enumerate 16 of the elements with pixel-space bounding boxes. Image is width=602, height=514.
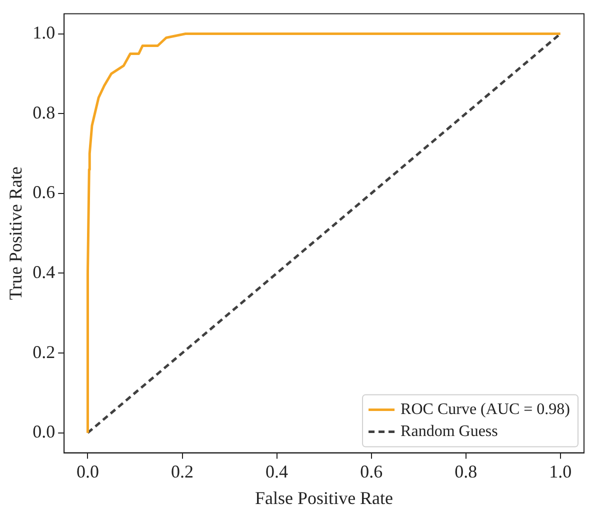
- x-axis-title: False Positive Rate: [255, 488, 394, 508]
- x-tick-label: 0.0: [76, 461, 99, 482]
- y-tick-label: 0.0: [32, 422, 56, 442]
- legend-label: ROC Curve (AUC = 0.98): [400, 401, 570, 418]
- y-tick-label: 0.6: [32, 182, 56, 202]
- x-tick-label: 0.6: [360, 461, 383, 482]
- x-tick-label: 0.2: [171, 461, 194, 482]
- y-tick-label: 0.8: [32, 102, 56, 122]
- y-tick-label: 0.4: [32, 262, 56, 282]
- y-tick-label: 0.2: [32, 342, 56, 362]
- legend-label: Random Guess: [400, 423, 498, 440]
- x-tick-label: 1.0: [549, 461, 572, 482]
- y-tick-label: 1.0: [32, 22, 56, 42]
- x-tick-label: 0.4: [266, 461, 288, 482]
- x-tick-label: 0.8: [454, 461, 478, 482]
- y-axis-title: True Positive Rate: [6, 166, 26, 300]
